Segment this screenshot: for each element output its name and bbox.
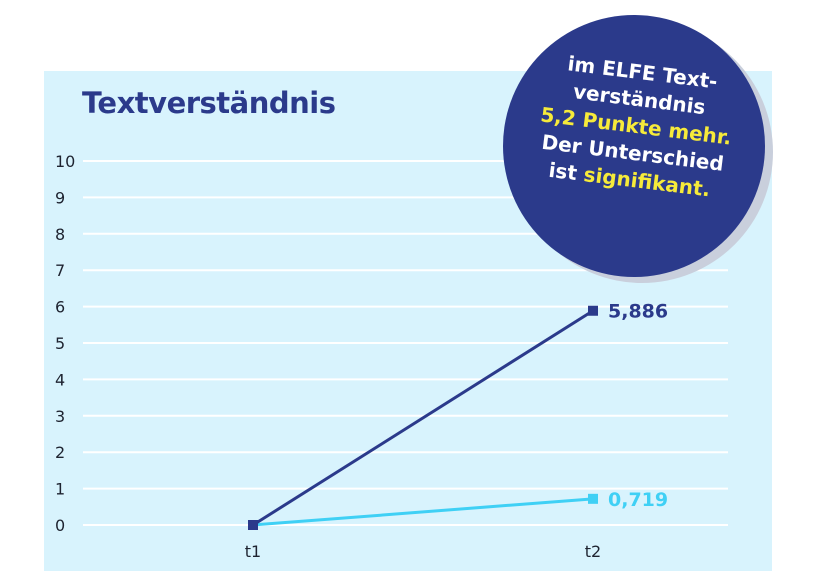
- y-tick-label-7: 7: [55, 261, 65, 280]
- badge-text: im ELFE Text- verständnis 5,2 Punkte meh…: [518, 46, 755, 207]
- series-layer: [248, 305, 598, 530]
- y-tick-label-9: 9: [55, 188, 65, 207]
- x-axis-ticks: t1 t2: [245, 542, 601, 561]
- y-tick-label-8: 8: [55, 225, 65, 244]
- y-tick-label-4: 4: [55, 370, 65, 389]
- series-1-point-t2: [588, 493, 598, 504]
- data-label-series-1: 0,719: [608, 489, 668, 511]
- y-tick-label-3: 3: [55, 407, 65, 426]
- x-tick-label-t2: t2: [585, 542, 601, 561]
- chart-title: Textverständnis: [82, 86, 336, 120]
- y-axis-ticks: 0 1 2 3 4 5 6 7 8 9 10: [55, 152, 75, 535]
- series-line-0: [252, 309, 594, 527]
- result-badge: im ELFE Text- verständnis 5,2 Punkte meh…: [503, 15, 779, 291]
- y-tick-label-1: 1: [55, 480, 65, 499]
- x-tick-label-t1: t1: [245, 542, 261, 561]
- badge-line-5-pre: ist: [547, 157, 586, 186]
- badge-circle: im ELFE Text- verständnis 5,2 Punkte meh…: [503, 15, 765, 277]
- data-labels: 0,719 5,886: [608, 301, 668, 511]
- y-tick-label-6: 6: [55, 298, 65, 317]
- data-label-series-0: 5,886: [608, 301, 668, 323]
- series-0-point-t2: [588, 305, 598, 316]
- y-tick-label-2: 2: [55, 443, 65, 462]
- series-line-1: [252, 497, 594, 527]
- y-tick-label-10: 10: [55, 152, 75, 171]
- series-0-point-t1: [248, 520, 258, 530]
- y-tick-label-0: 0: [55, 516, 65, 535]
- y-tick-label-5: 5: [55, 334, 65, 353]
